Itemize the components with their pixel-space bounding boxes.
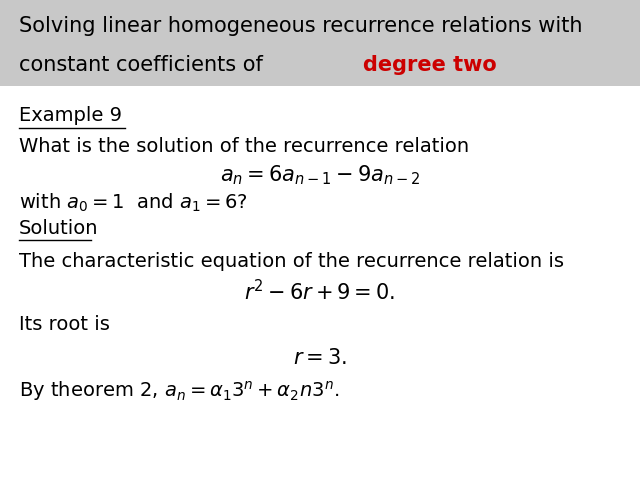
Text: $r = 3.$: $r = 3.$ [293,348,347,368]
Text: $r^2 - 6r + 9 = 0.$: $r^2 - 6r + 9 = 0.$ [244,279,396,304]
Text: $a_n = 6a_{n-1} - 9a_{n-2}$: $a_n = 6a_{n-1} - 9a_{n-2}$ [220,163,420,187]
Text: degree two: degree two [363,55,497,75]
Text: By theorem 2, $a_n = \alpha_1 3^n + \alpha_2 n3^n$.: By theorem 2, $a_n = \alpha_1 3^n + \alp… [19,379,340,403]
Text: constant coefficients of: constant coefficients of [19,55,269,75]
Text: The characteristic equation of the recurrence relation is: The characteristic equation of the recur… [19,252,564,271]
Text: Example 9: Example 9 [19,106,122,125]
Text: with $a_0 = 1$  and $a_1 = 6$?: with $a_0 = 1$ and $a_1 = 6$? [19,192,248,214]
Text: Solution: Solution [19,218,99,238]
Text: What is the solution of the recurrence relation: What is the solution of the recurrence r… [19,137,469,156]
Text: Its root is: Its root is [19,314,110,334]
FancyBboxPatch shape [0,0,640,86]
Text: Solving linear homogeneous recurrence relations with: Solving linear homogeneous recurrence re… [19,16,582,36]
